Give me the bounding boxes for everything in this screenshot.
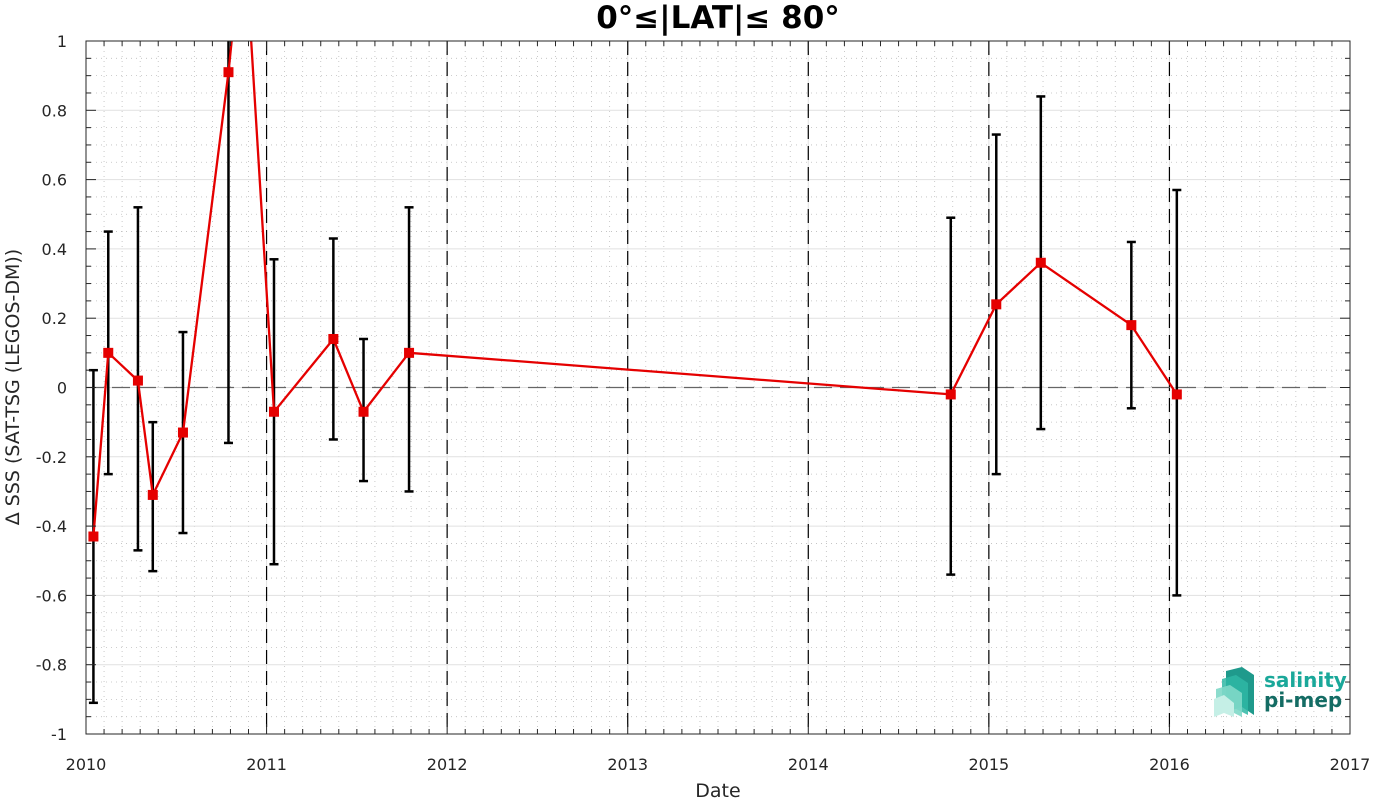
data-point-marker bbox=[177, 427, 188, 438]
data-point-marker bbox=[132, 375, 143, 386]
x-tick-label: 2017 bbox=[1330, 755, 1371, 774]
year-dividers bbox=[265, 41, 1171, 734]
markers bbox=[88, 67, 1182, 542]
chart-title: 0°≤|LAT|≤ 80° bbox=[596, 0, 840, 36]
x-axis-label: Date bbox=[695, 780, 740, 801]
data-point-marker bbox=[991, 299, 1002, 310]
series-line bbox=[92, 41, 1178, 537]
y-tick-label: 0.2 bbox=[42, 309, 67, 328]
x-tick-label: 2013 bbox=[607, 755, 648, 774]
data-point-marker bbox=[1171, 389, 1182, 400]
y-tick-label: -1 bbox=[51, 725, 67, 744]
data-point-marker bbox=[103, 347, 114, 358]
y-tick-label: 0.4 bbox=[42, 240, 67, 259]
data-point-marker bbox=[358, 406, 369, 417]
logo-text-pi-mep: pi-mep bbox=[1264, 688, 1342, 712]
axis-ticks bbox=[85, 40, 1351, 735]
series-line-group bbox=[92, 41, 1178, 537]
y-tick-label: 0.6 bbox=[42, 171, 67, 190]
data-point-marker bbox=[268, 406, 279, 417]
x-tick-labels: 2010 2011 2012 2013 2014 2015 2016 2017 bbox=[66, 755, 1371, 774]
y-axis-label: Δ SSS (SAT-TSG (LEGOS-DM)) bbox=[2, 249, 24, 525]
data-point-marker bbox=[1035, 257, 1046, 268]
y-tick-label: 0.8 bbox=[42, 101, 67, 120]
data-point-marker bbox=[88, 531, 99, 542]
data-point-marker bbox=[147, 489, 158, 500]
data-point-marker bbox=[223, 67, 234, 78]
data-point-marker bbox=[404, 347, 415, 358]
salinity-pi-mep-logo: salinity pi-mep bbox=[1214, 667, 1347, 717]
y-tick-label: 1 bbox=[57, 32, 67, 51]
x-tick-label: 2015 bbox=[968, 755, 1009, 774]
x-tick-label: 2014 bbox=[788, 755, 829, 774]
waves-icon bbox=[1214, 667, 1254, 717]
y-tick-label: 0 bbox=[57, 379, 67, 398]
logo-text-salinity: salinity bbox=[1264, 668, 1347, 692]
y-tick-label: -0.8 bbox=[36, 656, 67, 675]
data-point-marker bbox=[945, 389, 956, 400]
y-tick-label: -0.2 bbox=[36, 448, 67, 467]
data-point-marker bbox=[328, 333, 339, 344]
minor-grid bbox=[86, 41, 1350, 734]
x-tick-label: 2011 bbox=[246, 755, 287, 774]
x-tick-label: 2012 bbox=[427, 755, 468, 774]
x-tick-label: 2010 bbox=[66, 755, 107, 774]
data-point-marker bbox=[1126, 320, 1137, 331]
y-tick-label: -0.4 bbox=[36, 517, 67, 536]
y-tick-label: -0.6 bbox=[36, 586, 67, 605]
x-tick-label: 2016 bbox=[1149, 755, 1190, 774]
y-tick-labels: -1 -0.8 -0.6 -0.4 -0.2 0 0.2 0.4 0.6 0.8 1 bbox=[36, 32, 67, 744]
